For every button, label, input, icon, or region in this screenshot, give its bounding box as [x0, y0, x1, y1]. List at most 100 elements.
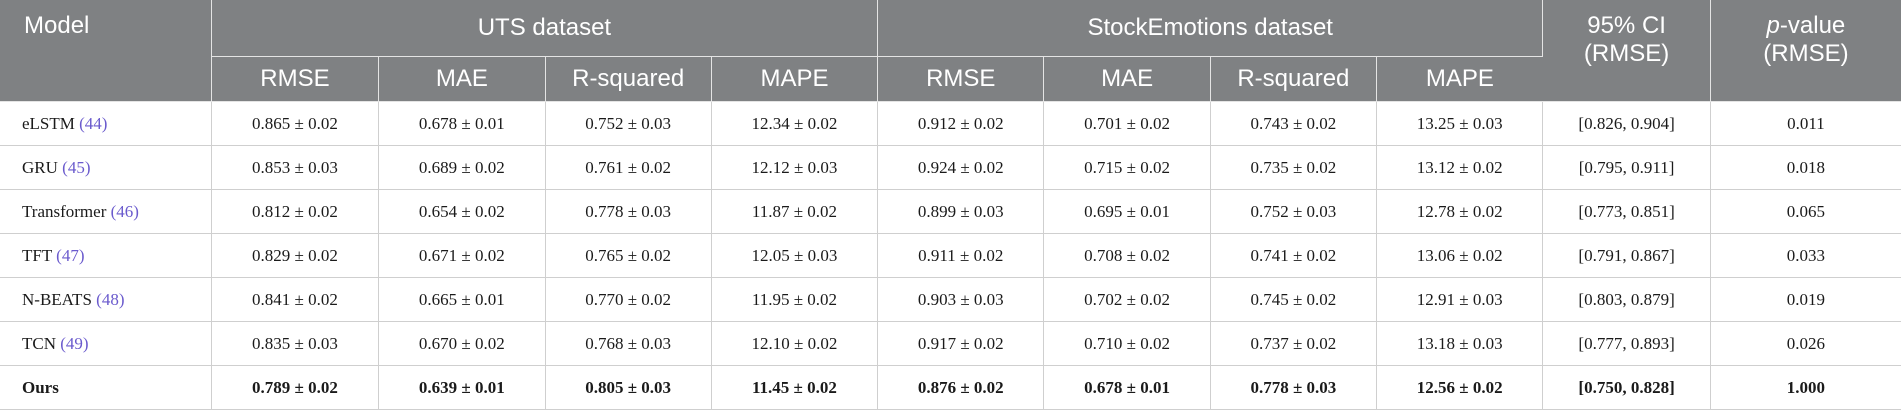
- stock-r-squared-cell: 0.778 ± 0.03: [1210, 365, 1378, 410]
- stock-rmse-cell: 0.903 ± 0.03: [877, 277, 1045, 322]
- table-row: eLSTM (44) 0.865 ± 0.02 0.678 ± 0.01 0.7…: [0, 101, 1901, 146]
- ci-cell: [0.803, 0.879]: [1542, 277, 1711, 322]
- uts-r-squared-cell: 0.761 ± 0.02: [545, 145, 712, 190]
- uts-rmse-cell: 0.835 ± 0.03: [211, 321, 380, 366]
- stock-rmse-cell: 0.899 ± 0.03: [877, 189, 1045, 234]
- table-row: N-BEATS (48) 0.841 ± 0.02 0.665 ± 0.01 0…: [0, 277, 1901, 322]
- uts-dataset-header: UTS dataset: [211, 0, 879, 57]
- citation-link[interactable]: (46): [110, 201, 139, 221]
- uts-mae-cell: 0.689 ± 0.02: [378, 145, 546, 190]
- model-cell: TFT (47): [0, 233, 212, 278]
- stock-mae-cell: 0.710 ± 0.02: [1043, 321, 1211, 366]
- table-row-ours: Ours 0.789 ± 0.02 0.639 ± 0.01 0.805 ± 0…: [0, 365, 1901, 410]
- model-name: N-BEATS: [22, 289, 92, 309]
- model-cell: Transformer (46): [0, 189, 212, 234]
- table-row: GRU (45) 0.853 ± 0.03 0.689 ± 0.02 0.761…: [0, 145, 1901, 190]
- stock-mape-cell: 12.56 ± 0.02: [1376, 365, 1544, 410]
- stock-r-squared-header: R-squared: [1210, 56, 1378, 102]
- table-row: Transformer (46) 0.812 ± 0.02 0.654 ± 0.…: [0, 189, 1901, 234]
- stock-r-squared-cell: 0.741 ± 0.02: [1210, 233, 1378, 278]
- model-cell: N-BEATS (48): [0, 277, 212, 322]
- table-body: eLSTM (44) 0.865 ± 0.02 0.678 ± 0.01 0.7…: [0, 101, 1901, 410]
- uts-rmse-cell: 0.853 ± 0.03: [211, 145, 380, 190]
- citation-link[interactable]: (44): [79, 113, 108, 133]
- uts-r-squared-cell: 0.805 ± 0.03: [545, 365, 712, 410]
- p-header-italic: p: [1766, 12, 1780, 39]
- stock-mae-cell: 0.678 ± 0.01: [1043, 365, 1211, 410]
- table-header: Model UTS dataset StockEmotions dataset …: [0, 0, 1901, 102]
- uts-mape-header: MAPE: [711, 56, 879, 102]
- ci-header-line1: 95% CI: [1587, 12, 1666, 39]
- stock-mape-cell: 13.12 ± 0.02: [1376, 145, 1544, 190]
- stock-mae-cell: 0.702 ± 0.02: [1043, 277, 1211, 322]
- uts-mae-cell: 0.654 ± 0.02: [378, 189, 546, 234]
- table-row: TCN (49) 0.835 ± 0.03 0.670 ± 0.02 0.768…: [0, 321, 1901, 366]
- uts-rmse-cell: 0.829 ± 0.02: [211, 233, 380, 278]
- stock-mape-cell: 12.91 ± 0.03: [1376, 277, 1544, 322]
- stock-rmse-cell: 0.911 ± 0.02: [877, 233, 1045, 278]
- table-row: TFT (47) 0.829 ± 0.02 0.671 ± 0.02 0.765…: [0, 233, 1901, 278]
- uts-mae-cell: 0.665 ± 0.01: [378, 277, 546, 322]
- p-value-cell: 0.033: [1710, 233, 1901, 278]
- uts-mape-cell: 12.12 ± 0.03: [711, 145, 879, 190]
- uts-r-squared-cell: 0.768 ± 0.03: [545, 321, 712, 366]
- uts-rmse-header: RMSE: [211, 56, 380, 102]
- stock-r-squared-cell: 0.735 ± 0.02: [1210, 145, 1378, 190]
- uts-mape-cell: 12.34 ± 0.02: [711, 101, 879, 146]
- citation-link[interactable]: (45): [62, 157, 91, 177]
- uts-mape-cell: 12.10 ± 0.02: [711, 321, 879, 366]
- stock-r-squared-cell: 0.743 ± 0.02: [1210, 101, 1378, 146]
- ci-cell: [0.773, 0.851]: [1542, 189, 1711, 234]
- uts-mae-cell: 0.639 ± 0.01: [378, 365, 546, 410]
- model-name: TFT: [22, 245, 52, 265]
- stock-mape-cell: 13.18 ± 0.03: [1376, 321, 1544, 366]
- stock-mae-header: MAE: [1043, 56, 1211, 102]
- citation-link[interactable]: (47): [56, 245, 85, 265]
- model-cell: eLSTM (44): [0, 101, 212, 146]
- uts-r-squared-header: R-squared: [545, 56, 712, 102]
- citation-link[interactable]: (49): [60, 333, 89, 353]
- stock-rmse-cell: 0.876 ± 0.02: [877, 365, 1045, 410]
- model-name: eLSTM: [22, 113, 75, 133]
- model-name: Ours: [22, 377, 59, 397]
- uts-rmse-cell: 0.841 ± 0.02: [211, 277, 380, 322]
- model-name: TCN: [22, 333, 56, 353]
- uts-rmse-cell: 0.812 ± 0.02: [211, 189, 380, 234]
- ci-header-line2: (RMSE): [1583, 39, 1670, 67]
- ci-cell: [0.777, 0.893]: [1542, 321, 1711, 366]
- model-name: GRU: [22, 157, 58, 177]
- stock-mape-cell: 12.78 ± 0.02: [1376, 189, 1544, 234]
- stock-mape-cell: 13.25 ± 0.03: [1376, 101, 1544, 146]
- p-value-column-header: p-value (RMSE): [1710, 0, 1901, 102]
- uts-r-squared-cell: 0.778 ± 0.03: [545, 189, 712, 234]
- uts-rmse-cell: 0.865 ± 0.02: [211, 101, 380, 146]
- uts-mae-header: MAE: [378, 56, 546, 102]
- ci-cell: [0.795, 0.911]: [1542, 145, 1711, 190]
- p-value-cell: 0.011: [1710, 101, 1901, 146]
- stock-mape-header: MAPE: [1376, 56, 1543, 102]
- uts-rmse-cell: 0.789 ± 0.02: [211, 365, 380, 410]
- stock-rmse-cell: 0.912 ± 0.02: [877, 101, 1045, 146]
- model-name: Transformer: [22, 201, 107, 221]
- uts-r-squared-cell: 0.765 ± 0.02: [545, 233, 712, 278]
- stock-r-squared-cell: 0.745 ± 0.02: [1210, 277, 1378, 322]
- stock-rmse-cell: 0.924 ± 0.02: [877, 145, 1045, 190]
- stock-mae-cell: 0.715 ± 0.02: [1043, 145, 1211, 190]
- stock-mape-cell: 13.06 ± 0.02: [1376, 233, 1544, 278]
- stock-rmse-cell: 0.917 ± 0.02: [877, 321, 1045, 366]
- uts-mape-cell: 11.87 ± 0.02: [711, 189, 879, 234]
- model-cell: GRU (45): [0, 145, 212, 190]
- ci-cell: [0.826, 0.904]: [1542, 101, 1711, 146]
- p-value-cell: 0.019: [1710, 277, 1901, 322]
- uts-r-squared-cell: 0.770 ± 0.02: [545, 277, 712, 322]
- p-value-cell: 1.000: [1710, 365, 1901, 410]
- citation-link[interactable]: (48): [96, 289, 125, 309]
- uts-mape-cell: 11.95 ± 0.02: [711, 277, 879, 322]
- uts-r-squared-cell: 0.752 ± 0.03: [545, 101, 712, 146]
- model-column-header: Model: [0, 0, 212, 102]
- stock-rmse-header: RMSE: [877, 56, 1045, 102]
- uts-mape-cell: 11.45 ± 0.02: [711, 365, 879, 410]
- p-header-line2: (RMSE): [1763, 39, 1849, 67]
- p-value-cell: 0.026: [1710, 321, 1901, 366]
